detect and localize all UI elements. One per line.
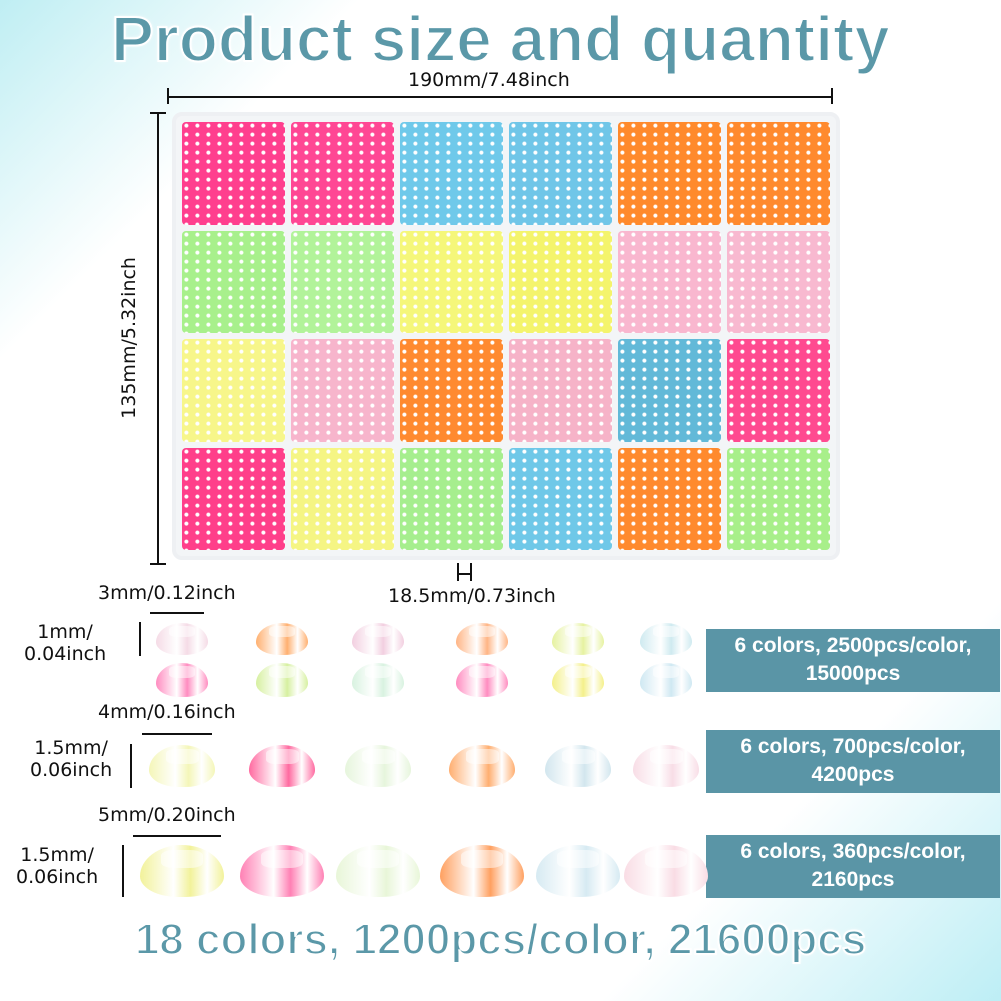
tray-compartment	[400, 339, 503, 442]
size2-diameter-label: 4mm/0.16inch	[98, 701, 236, 723]
tray-compartment	[182, 230, 285, 333]
tray-compartment	[509, 339, 612, 442]
tray-compartment	[400, 447, 503, 550]
rhinestone-gem	[156, 623, 208, 655]
rhinestone-gem	[336, 845, 420, 897]
size1-height-label: 1mm/0.04inch	[24, 621, 107, 665]
tray-compartment	[509, 230, 612, 333]
rhinestone-gem	[456, 663, 508, 697]
tray-compartment	[509, 447, 612, 550]
size3-height-label: 1.5mm/0.06inch	[16, 844, 99, 888]
tray-compartment	[509, 122, 612, 225]
tray-compartment	[618, 339, 721, 442]
tray-compartment	[400, 230, 503, 333]
product-tray	[172, 112, 840, 560]
rhinestone-gem	[536, 845, 620, 897]
page-title: Product size and quantity	[110, 2, 891, 76]
tray-compartment	[400, 122, 503, 225]
tray-compartment	[727, 122, 830, 225]
tray-compartment	[291, 447, 394, 550]
tray-compartment	[291, 339, 394, 442]
size2-info-box: 6 colors, 700pcs/color, 4200pcs	[706, 730, 1000, 793]
cell-size-label: 18.5mm/0.73inch	[388, 585, 556, 607]
rhinestone-gem	[256, 663, 308, 697]
height-dimension-line	[157, 112, 159, 564]
rhinestone-gem	[624, 845, 708, 897]
tray-compartment	[727, 230, 830, 333]
rhinestone-gem	[640, 663, 692, 697]
width-dimension-line	[168, 96, 832, 98]
rhinestone-gem	[149, 745, 215, 787]
summary-text: 18 colors, 1200pcs/color, 21600pcs	[134, 914, 867, 965]
tray-compartment	[291, 122, 394, 225]
rhinestone-gem	[552, 663, 604, 697]
width-label: 190mm/7.48inch	[408, 69, 570, 91]
rhinestone-gem	[352, 623, 404, 655]
rhinestone-gem	[345, 745, 411, 787]
rhinestone-gem	[456, 623, 508, 655]
rhinestone-gem	[449, 745, 515, 787]
rhinestone-gem	[545, 745, 611, 787]
rhinestone-gem	[140, 845, 224, 897]
tray-compartment	[618, 447, 721, 550]
tray-compartment	[182, 447, 285, 550]
size1-info-box: 6 colors, 2500pcs/color, 15000pcs	[706, 629, 1000, 692]
rhinestone-gem	[256, 623, 308, 655]
rhinestone-gem	[640, 623, 692, 655]
tray-compartment	[182, 339, 285, 442]
tray-compartment	[618, 230, 721, 333]
height-label: 135mm/5.32inch	[118, 257, 141, 419]
rhinestone-gem	[156, 663, 208, 697]
tray-compartment	[182, 122, 285, 225]
size3-diameter-label: 5mm/0.20inch	[98, 804, 236, 826]
tray-compartment	[291, 230, 394, 333]
size3-info-box: 6 colors, 360pcs/color, 2160pcs	[706, 835, 1000, 898]
rhinestone-gem	[633, 745, 699, 787]
rhinestone-gem	[552, 623, 604, 655]
size1-diameter-label: 3mm/0.12inch	[98, 582, 236, 604]
rhinestone-gem	[249, 745, 315, 787]
tray-compartment	[618, 122, 721, 225]
rhinestone-gem	[440, 845, 524, 897]
rhinestone-gem	[352, 663, 404, 697]
size2-height-label: 1.5mm/0.06inch	[30, 737, 113, 781]
tray-compartment	[727, 339, 830, 442]
rhinestone-gem	[240, 845, 324, 897]
tray-compartment	[727, 447, 830, 550]
